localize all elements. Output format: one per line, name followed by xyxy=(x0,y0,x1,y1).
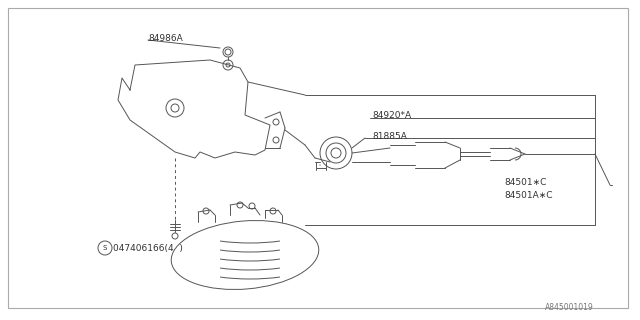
Text: 84986A: 84986A xyxy=(148,34,183,43)
Ellipse shape xyxy=(172,220,319,290)
Text: A845001019: A845001019 xyxy=(545,303,594,313)
Text: 047406166(4  ): 047406166(4 ) xyxy=(113,244,183,252)
Text: S: S xyxy=(103,245,107,251)
Text: 81885A: 81885A xyxy=(372,132,407,140)
Text: 84501∗C: 84501∗C xyxy=(504,178,547,187)
Text: 84920*A: 84920*A xyxy=(372,110,411,119)
Text: 84501A∗C: 84501A∗C xyxy=(504,191,552,201)
